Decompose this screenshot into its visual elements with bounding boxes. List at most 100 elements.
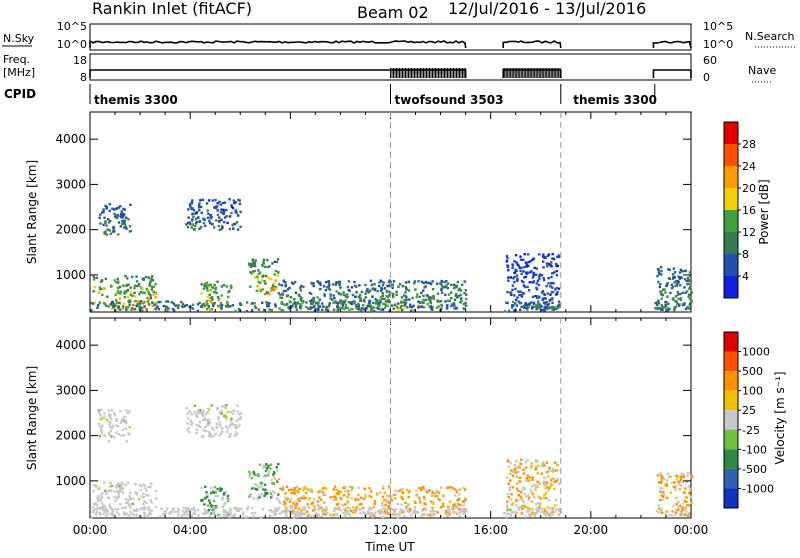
echo-cell <box>310 488 313 491</box>
echo-cell <box>188 410 192 414</box>
echo-cell <box>195 428 198 432</box>
echo-cell <box>529 507 532 511</box>
echo-cell <box>463 509 467 512</box>
echo-cell <box>370 283 373 286</box>
colorbar-swatch <box>724 468 738 489</box>
echo-cell <box>353 284 357 287</box>
echo-cell <box>147 297 151 300</box>
echo-cell <box>298 498 302 501</box>
echo-cell <box>402 294 406 297</box>
echo-cell <box>233 201 236 205</box>
echo-cell <box>325 506 328 509</box>
echo-cell <box>511 486 514 489</box>
echo-cell <box>538 502 542 505</box>
echo-cell <box>191 212 194 216</box>
echo-cell <box>516 466 519 469</box>
echo-cell <box>312 282 315 285</box>
echo-cell <box>115 511 119 514</box>
echo-cell <box>228 289 231 293</box>
echo-cell <box>673 487 677 490</box>
echo-cell <box>522 306 526 309</box>
echo-cell <box>285 514 288 517</box>
echo-cell <box>659 266 663 269</box>
echo-cell <box>157 300 160 304</box>
echo-cell <box>318 305 322 308</box>
echo-cell <box>187 216 190 219</box>
echo-cell <box>225 514 228 517</box>
echo-cell <box>434 494 437 498</box>
echo-cell <box>204 412 208 416</box>
echo-cell <box>364 495 367 498</box>
echo-cell <box>307 512 310 516</box>
echo-cell <box>686 514 690 517</box>
echo-cell <box>256 277 260 280</box>
echo-cell <box>221 498 224 501</box>
echo-cell <box>206 307 209 311</box>
echo-cell <box>513 309 516 312</box>
echo-cell <box>202 435 205 438</box>
echo-cell <box>116 425 120 428</box>
echo-cell <box>180 514 183 517</box>
echo-cell <box>251 506 254 510</box>
echo-cell <box>345 506 349 510</box>
echo-cell <box>429 298 432 301</box>
echo-cell <box>223 216 227 219</box>
echo-cell <box>670 287 674 290</box>
echo-cell <box>519 290 522 293</box>
echo-cell <box>310 281 313 285</box>
echo-cell <box>118 301 121 305</box>
echo-cell <box>535 484 538 487</box>
echo-cell <box>100 431 103 434</box>
echo-cell <box>395 513 399 516</box>
echo-cell <box>418 486 421 490</box>
echo-cell <box>387 512 391 516</box>
echo-cell <box>167 307 170 310</box>
echo-cell <box>266 492 269 495</box>
echo-cell <box>296 515 299 518</box>
echo-cell <box>506 512 509 515</box>
echo-cell <box>460 299 463 303</box>
echo-cell <box>524 479 528 482</box>
echo-cell <box>264 469 268 472</box>
echo-cell <box>240 515 243 519</box>
echo-cell <box>432 502 435 505</box>
echo-cell <box>314 302 318 305</box>
echo-cell <box>555 286 558 290</box>
echo-cell <box>286 508 289 512</box>
echo-cell <box>212 434 216 438</box>
echo-cell <box>380 280 383 283</box>
freq-label: Freq. <box>3 53 30 66</box>
echo-cell <box>431 508 434 511</box>
echo-cell <box>316 500 320 503</box>
echo-cell <box>513 275 516 279</box>
echo-cell <box>192 215 195 218</box>
echo-cell <box>239 303 243 307</box>
echo-cell <box>128 225 132 228</box>
echo-cell <box>685 480 688 483</box>
echo-cell <box>90 308 93 312</box>
echo-cell <box>242 513 245 516</box>
echo-cell <box>521 507 524 511</box>
echo-cell <box>104 277 108 281</box>
echo-cell <box>225 404 228 407</box>
echo-cell <box>118 297 122 300</box>
echo-cell <box>270 308 274 312</box>
echo-cell <box>310 502 313 505</box>
echo-cell <box>262 488 265 491</box>
echo-cell <box>409 508 412 511</box>
echo-cell <box>543 278 546 282</box>
echo-cell <box>231 223 234 227</box>
echo-cell <box>107 305 111 308</box>
echo-cell <box>208 434 211 437</box>
echo-cell <box>248 474 252 477</box>
colorbar-swatch <box>724 449 738 469</box>
echo-cell <box>321 302 324 305</box>
echo-cell <box>121 216 124 219</box>
echo-cell <box>523 487 527 490</box>
echo-cell <box>182 506 185 510</box>
echo-cell <box>264 282 267 285</box>
echo-cell <box>354 498 357 502</box>
echo-cell <box>207 418 211 421</box>
time-tick-label: 12:00 <box>373 523 408 537</box>
echo-cell <box>106 295 109 298</box>
